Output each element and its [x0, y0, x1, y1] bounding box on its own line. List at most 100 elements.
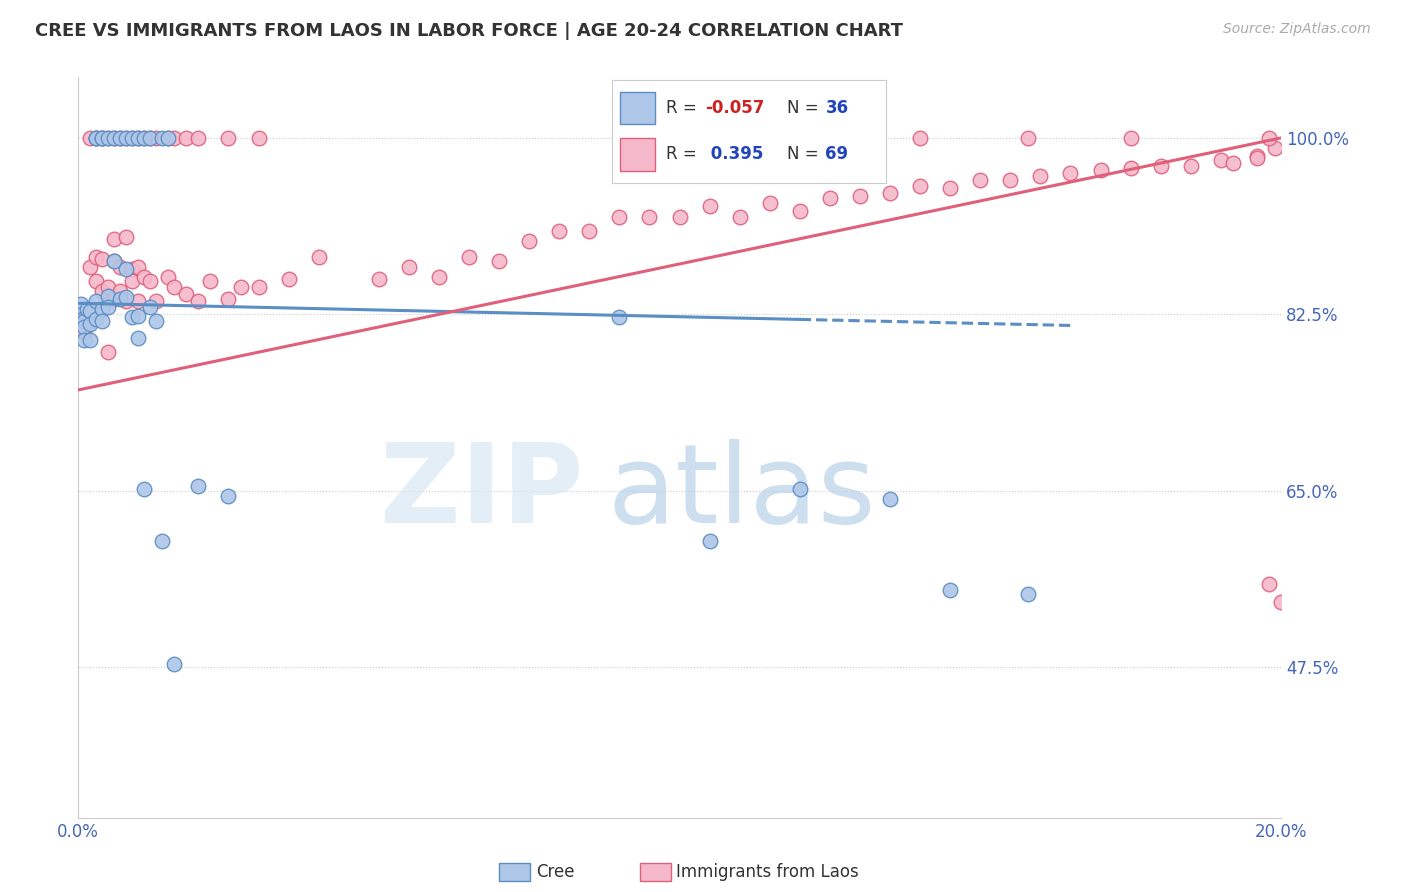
Point: [121, 310, 143, 325]
Point: [73, 333, 96, 347]
Point: [163, 280, 186, 294]
Point: [1017, 587, 1039, 601]
Point: [176, 131, 198, 145]
Point: [97, 289, 120, 303]
Point: [939, 181, 962, 195]
Point: [157, 131, 180, 145]
Text: N =: N =: [787, 145, 824, 163]
Point: [115, 290, 138, 304]
Point: [187, 479, 209, 493]
Point: [103, 131, 125, 145]
Point: [789, 482, 811, 496]
Point: [849, 189, 872, 203]
Point: [110, 284, 132, 298]
Point: [97, 344, 120, 359]
Point: [73, 320, 96, 334]
Point: [73, 314, 96, 328]
Point: [84, 294, 107, 309]
Point: [72, 312, 94, 326]
Point: [277, 272, 299, 286]
Point: [127, 131, 149, 145]
Point: [1180, 159, 1202, 173]
Point: [1258, 576, 1281, 591]
Point: [145, 314, 167, 328]
Point: [110, 292, 132, 306]
Point: [91, 302, 114, 317]
Point: [84, 131, 107, 145]
Point: [115, 131, 138, 145]
Point: [1090, 163, 1112, 178]
Point: [699, 534, 721, 549]
Point: [103, 232, 125, 246]
Point: [187, 294, 209, 309]
Point: [84, 250, 107, 264]
Point: [115, 262, 138, 277]
Point: [72, 307, 94, 321]
Point: [789, 203, 811, 218]
Point: [879, 491, 901, 506]
Point: [1270, 595, 1292, 609]
Text: R =: R =: [666, 99, 703, 117]
Point: [115, 131, 138, 145]
Point: [97, 301, 120, 315]
Point: [1258, 131, 1281, 145]
Point: [91, 314, 114, 328]
Point: [939, 582, 962, 597]
Point: [908, 179, 931, 194]
Point: [97, 131, 120, 145]
Bar: [620, 137, 655, 170]
Point: [398, 260, 420, 274]
Point: [145, 294, 167, 309]
Point: [163, 657, 186, 672]
Point: [217, 489, 239, 503]
Point: [97, 280, 120, 294]
Point: [1222, 156, 1244, 170]
Text: Source: ZipAtlas.com: Source: ZipAtlas.com: [1223, 22, 1371, 37]
Point: [1029, 169, 1052, 184]
Point: [1119, 161, 1142, 176]
Point: [79, 304, 101, 318]
Text: ZIP: ZIP: [380, 439, 583, 546]
Point: [110, 131, 132, 145]
Point: [79, 260, 101, 274]
Point: [427, 270, 450, 285]
Point: [157, 270, 180, 285]
Point: [79, 314, 101, 328]
Point: [127, 260, 149, 274]
Point: [91, 252, 114, 266]
Point: [163, 131, 186, 145]
Point: [134, 131, 156, 145]
Point: [217, 292, 239, 306]
Text: R =: R =: [666, 145, 703, 163]
Point: [121, 131, 143, 145]
Point: [1150, 159, 1173, 173]
Point: [79, 333, 101, 347]
Point: [134, 270, 156, 285]
Point: [145, 131, 167, 145]
Bar: [620, 92, 655, 124]
Point: [127, 310, 149, 324]
Point: [91, 131, 114, 145]
Point: [70, 297, 93, 311]
Point: [134, 131, 156, 145]
Point: [73, 310, 96, 325]
Point: [139, 301, 162, 315]
Point: [91, 131, 114, 145]
Point: [115, 294, 138, 309]
Point: [139, 274, 162, 288]
Point: [609, 310, 631, 325]
Point: [157, 131, 180, 145]
Point: [458, 250, 481, 264]
Point: [1209, 153, 1232, 167]
Point: [73, 325, 96, 339]
Point: [699, 199, 721, 213]
Point: [110, 131, 132, 145]
Point: [908, 131, 931, 145]
Point: [134, 482, 156, 496]
Point: [110, 260, 132, 274]
Point: [668, 210, 690, 224]
Point: [176, 287, 198, 301]
Point: [84, 131, 107, 145]
Point: [150, 534, 173, 549]
Text: 69: 69: [825, 145, 849, 163]
